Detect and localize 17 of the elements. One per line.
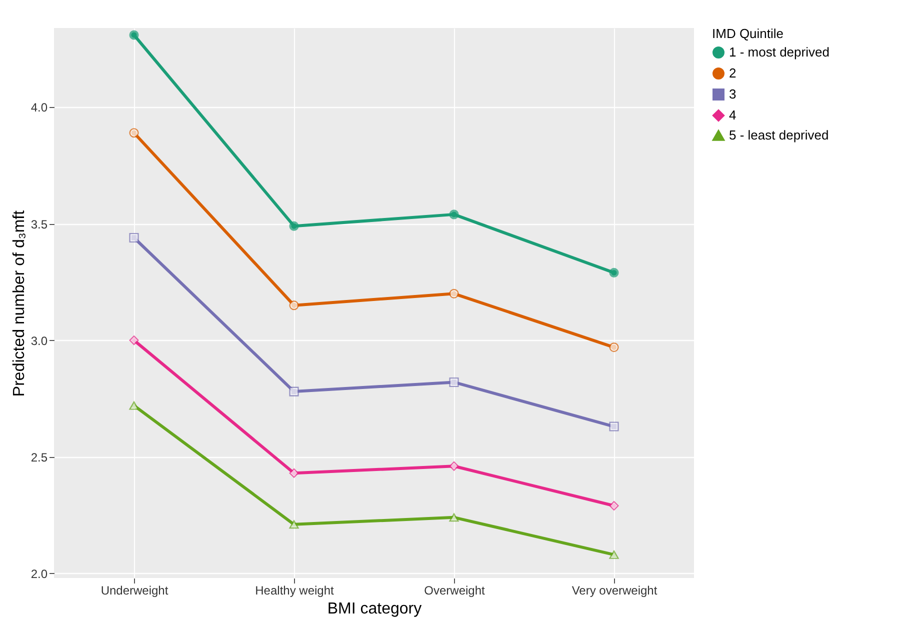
y-axis-title: Predicted number of d₃mft (10, 210, 28, 397)
y-tick-label: 4.0 (30, 100, 48, 115)
legend-label: 5 - least deprived (729, 128, 829, 142)
y-tick-label: 3.5 (30, 217, 48, 232)
y-tick-label: 2.0 (30, 566, 48, 581)
x-tick-label: Underweight (100, 584, 169, 598)
legend-label: 2 (729, 66, 736, 80)
legend-label: 3 (729, 86, 736, 102)
legend-title: IMD Quintile (712, 26, 784, 41)
x-axis-title: BMI category (327, 600, 422, 618)
x-tick-label: Healthy weight (255, 584, 335, 598)
y-tick-label: 2.5 (30, 450, 48, 464)
x-tick-label: Very overweight (572, 584, 658, 598)
x-tick-label: Overweight (424, 584, 486, 598)
legend-label: 1 - most deprived (729, 44, 830, 60)
legend-label: 4 (729, 108, 736, 122)
y-tick-label: 3.0 (30, 334, 48, 348)
